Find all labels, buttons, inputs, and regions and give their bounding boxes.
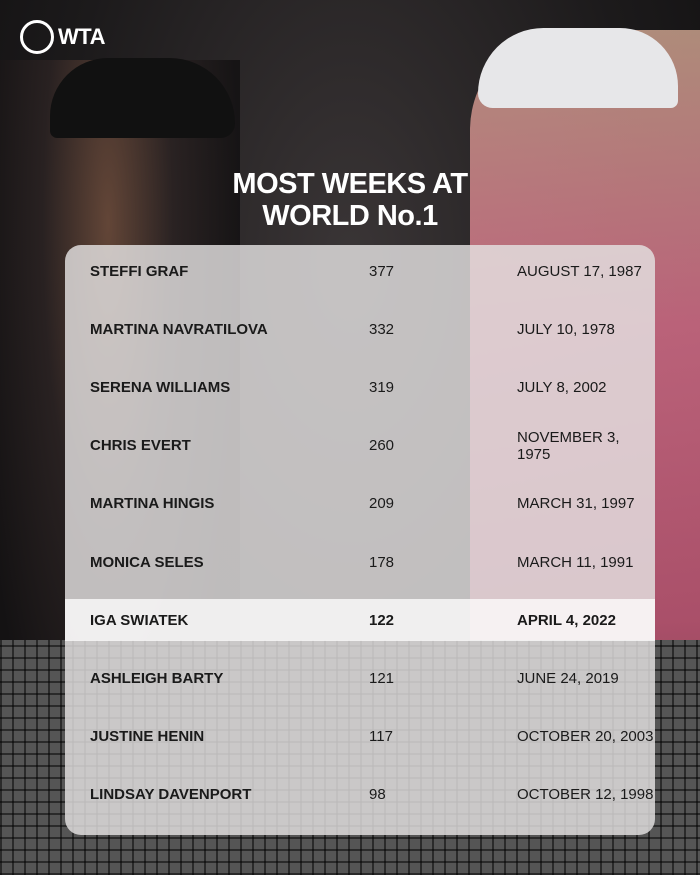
- first-reached-date: OCTOBER 20, 2003: [517, 728, 654, 746]
- player-name: IGA SWIATEK: [90, 611, 189, 629]
- title-line-1: MOST WEEKS AT: [232, 168, 468, 200]
- table-row: JUSTINE HENIN 117 OCTOBER 20, 2003: [65, 708, 655, 766]
- rankings-table: STEFFI GRAF 377 AUGUST 17, 1987 MARTINA NAV…: [65, 245, 655, 835]
- table-row: CHRIS EVERT 260 NOVEMBER 3, 1975: [65, 417, 655, 475]
- title-line-2: WORLD No.1: [262, 200, 438, 232]
- weeks-count: 260: [369, 437, 395, 455]
- weeks-count: 98: [369, 786, 386, 804]
- weeks-count: 209: [369, 495, 395, 513]
- black-cap: [50, 58, 235, 138]
- player-name: JUSTINE HENIN: [90, 728, 205, 746]
- player-name: ASHLEIGH BARTY: [90, 669, 224, 687]
- first-reached-date: APRIL 4, 2022: [517, 611, 616, 629]
- weeks-count: 377: [369, 262, 395, 280]
- weeks-count: 122: [369, 611, 395, 629]
- first-reached-date: AUGUST 17, 1987: [517, 262, 642, 280]
- table-row: STEFFI GRAF 377 AUGUST 17, 1987: [65, 242, 655, 300]
- table-row: SERENA WILLIAMS 319 JULY 8, 2002: [65, 358, 655, 416]
- table-row-highlighted: IGA SWIATEK 122 APRIL 4, 2022: [65, 599, 655, 642]
- table-row: MARTINA NAVRATILOVA 332 JULY 10, 1978: [65, 300, 655, 358]
- table-row: LINDSAY DAVENPORT 98 OCTOBER 12, 1998: [65, 766, 655, 824]
- player-name: MARTINA HINGIS: [90, 495, 215, 513]
- page-title: MOST WEEKS AT WORLD No.1: [0, 168, 700, 232]
- weeks-count: 178: [369, 553, 395, 571]
- player-name: CHRIS EVERT: [90, 437, 191, 455]
- table-row: ASHLEIGH BARTY 121 JUNE 24, 2019: [65, 649, 655, 707]
- white-cap: [478, 28, 678, 108]
- table-row: MARTINA HINGIS 209 MARCH 31, 1997: [65, 475, 655, 533]
- first-reached-date: JUNE 24, 2019: [517, 669, 619, 687]
- logo-text: WTA: [58, 24, 105, 49]
- player-name: STEFFI GRAF: [90, 262, 189, 280]
- first-reached-date: JULY 8, 2002: [517, 378, 607, 396]
- first-reached-date: MARCH 11, 1991: [517, 553, 634, 571]
- weeks-count: 319: [369, 378, 395, 396]
- player-name: MARTINA NAVRATILOVA: [90, 320, 268, 338]
- weeks-count: 117: [369, 728, 393, 746]
- player-name: LINDSAY DAVENPORT: [90, 786, 252, 804]
- wta-logo-icon: [20, 20, 54, 54]
- table-row: MONICA SELES 178 MARCH 11, 1991: [65, 533, 655, 591]
- first-reached-date: JULY 10, 1978: [517, 320, 615, 338]
- wta-logo: WTA: [20, 20, 105, 54]
- first-reached-date: NOVEMBER 3, 1975: [517, 428, 620, 463]
- first-reached-date: MARCH 31, 1997: [517, 495, 635, 513]
- weeks-count: 332: [369, 320, 395, 338]
- weeks-count: 121: [369, 669, 395, 687]
- first-reached-date: OCTOBER 12, 1998: [517, 786, 654, 804]
- player-name: SERENA WILLIAMS: [90, 378, 231, 396]
- player-name: MONICA SELES: [90, 553, 204, 571]
